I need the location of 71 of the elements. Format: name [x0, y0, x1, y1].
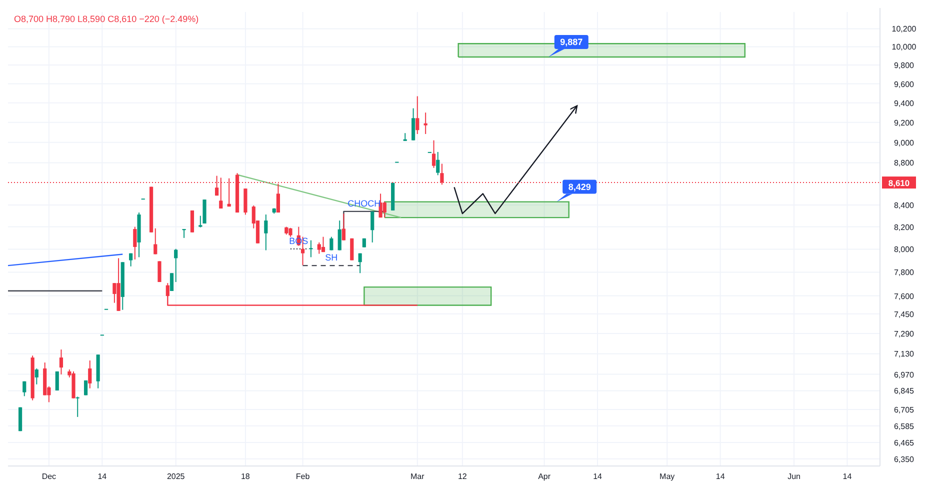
candlestick — [378, 193, 382, 218]
candlestick — [264, 214, 268, 251]
candlestick — [190, 210, 194, 233]
x-tick-label: Apr — [538, 472, 551, 481]
y-tick-label: 8,000 — [894, 245, 915, 254]
x-tick-label: 12 — [458, 472, 468, 481]
x-tick-label: 14 — [842, 472, 852, 481]
candlestick — [330, 236, 334, 251]
candlestick — [358, 252, 362, 274]
x-tick-label: Mar — [410, 472, 425, 481]
y-tick-label: 6,465 — [894, 438, 915, 448]
candlestick — [170, 272, 174, 292]
y-tick-label: 7,130 — [894, 350, 915, 359]
candlestick — [133, 226, 137, 260]
ref-line-label: 8,610 — [888, 178, 910, 188]
candlestick — [88, 360, 92, 389]
y-tick-label: 6,845 — [894, 386, 915, 396]
y-tick-label: 9,600 — [894, 80, 915, 89]
x-tick-label: 14 — [98, 472, 108, 481]
candlestick — [244, 188, 248, 216]
y-tick-label: 6,970 — [894, 370, 915, 380]
y-tick-label: 6,585 — [894, 422, 915, 431]
y-tick-label: 6,705 — [894, 405, 915, 414]
x-tick-label: Jun — [788, 472, 800, 481]
candlestick — [382, 201, 386, 218]
candlestick — [321, 236, 326, 253]
annotation: CHOCH — [348, 198, 381, 208]
y-tick-label: 7,600 — [894, 292, 915, 301]
x-tick-label: 14 — [716, 472, 726, 481]
y-tick-label: 7,450 — [894, 310, 915, 319]
candlestick — [202, 199, 206, 224]
candlestick — [174, 248, 178, 283]
candlestick — [59, 349, 64, 375]
y-tick-label: 8,200 — [894, 222, 915, 232]
candlestick — [34, 368, 38, 385]
candlestick — [370, 210, 374, 243]
y-tick-label: 10,000 — [892, 42, 917, 52]
x-tick-label: 14 — [593, 472, 603, 481]
candlestick — [432, 140, 436, 168]
candlestick — [338, 220, 342, 251]
y-tick-label: 9,000 — [894, 138, 915, 148]
x-tick-label: Feb — [296, 472, 310, 481]
annotation: 9,887 — [560, 37, 583, 48]
y-tick-label: 10,200 — [892, 24, 917, 34]
x-tick-label: May — [660, 472, 675, 481]
candlestick — [411, 108, 416, 141]
y-tick-label: 7,800 — [894, 268, 915, 278]
x-tick-label: Dec — [42, 472, 56, 481]
candlestick — [158, 260, 162, 283]
candlestick — [76, 396, 80, 418]
y-tick-label: 8,800 — [894, 158, 915, 168]
chart-title: O8,700 H8,790 L8,590 C8,610 −220 (−2.49%) — [14, 14, 199, 24]
candlestick — [424, 112, 428, 134]
y-tick-label: 8,400 — [894, 200, 915, 210]
y-tick-label: 7,290 — [894, 330, 915, 339]
y-tick-label: 6,350 — [894, 454, 915, 464]
candlestick — [436, 151, 440, 176]
annotation: SH — [325, 252, 338, 263]
x-tick-label: 2025 — [166, 472, 186, 481]
candlestick — [129, 252, 133, 267]
y-tick-label: 9,400 — [894, 98, 915, 108]
candlestick — [55, 370, 59, 391]
candlestick — [22, 380, 26, 397]
candlestick — [416, 96, 420, 134]
y-tick-label: 9,200 — [894, 118, 915, 128]
candlestick — [154, 228, 158, 255]
candlestick — [350, 238, 354, 261]
candlestick — [342, 213, 346, 241]
annotation: 8,429 — [568, 182, 591, 192]
y-tick-label: 9,800 — [894, 61, 915, 70]
x-tick-label: 18 — [240, 472, 250, 481]
